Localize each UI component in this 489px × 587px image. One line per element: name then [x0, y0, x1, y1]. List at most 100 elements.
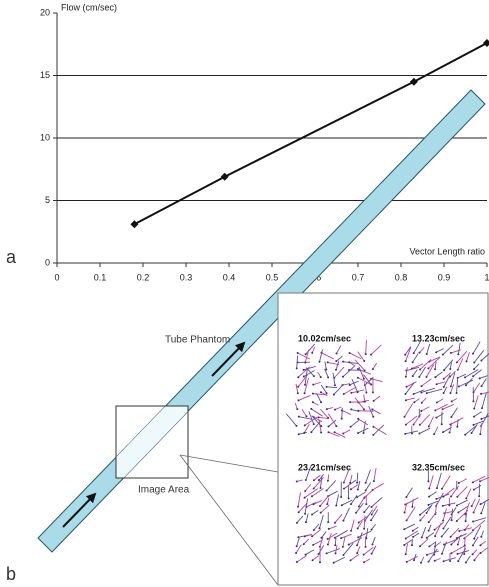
- vector-dot: [303, 543, 305, 545]
- vector-dot: [449, 368, 451, 370]
- vector-dot: [295, 552, 297, 554]
- vector-dot: [358, 521, 360, 523]
- vector-dot: [443, 392, 445, 394]
- vector-dot: [318, 416, 320, 418]
- x-tick-label: 0.7: [352, 272, 365, 282]
- vector-dot: [311, 352, 313, 354]
- vector-dot: [472, 400, 474, 402]
- y-axis-label: Flow (cm/sec): [61, 2, 117, 12]
- vector-dot: [372, 368, 374, 370]
- vector-dot: [412, 536, 414, 538]
- vector-dot: [363, 408, 365, 410]
- vector-dot: [457, 543, 459, 545]
- vector-dot: [373, 400, 375, 402]
- vector-dot: [442, 496, 444, 498]
- vector-dot: [426, 353, 428, 355]
- vector-dot: [343, 393, 345, 395]
- vector-dot: [297, 376, 299, 378]
- vector-dot: [312, 393, 314, 395]
- page: {"chart_data": {"type": "line", "y_label…: [0, 0, 489, 587]
- vector-dot: [413, 393, 415, 395]
- vector-dot: [304, 535, 306, 537]
- vector-dot: [442, 354, 444, 356]
- vector-dot: [450, 352, 452, 354]
- vector-dot: [296, 408, 298, 410]
- vector-dot: [304, 424, 306, 426]
- vector-dot: [311, 535, 313, 537]
- vector-dot: [442, 527, 444, 529]
- vector-dot: [373, 480, 375, 482]
- vector-dot: [405, 496, 407, 498]
- vector-dot: [363, 511, 365, 513]
- vector-dot: [349, 384, 351, 386]
- vector-dot: [357, 377, 359, 379]
- vector-dot: [480, 393, 482, 395]
- vector-dot: [435, 417, 437, 419]
- vector-dot: [458, 482, 460, 484]
- vector-dot: [372, 434, 374, 436]
- vector-dot: [405, 360, 407, 362]
- vector-dot: [318, 527, 320, 529]
- vector-dot: [295, 425, 297, 427]
- vector-dot: [464, 434, 466, 436]
- vector-dot: [472, 481, 474, 483]
- vector-dot: [305, 479, 307, 481]
- vector-dot: [434, 560, 436, 562]
- y-tick-label: 15: [40, 70, 50, 80]
- vector-dot: [297, 506, 299, 508]
- vector-dot: [326, 408, 328, 410]
- vector-dot: [312, 544, 314, 546]
- vector-dot: [348, 497, 350, 499]
- vector-dot: [363, 561, 365, 563]
- vector-dot: [328, 528, 330, 530]
- vector-dot: [471, 505, 473, 507]
- vector-dot: [327, 521, 329, 523]
- vector-dot: [363, 554, 365, 556]
- vector-dot: [449, 432, 451, 434]
- y-tick-label: 5: [45, 195, 50, 205]
- vector-dot: [365, 503, 367, 505]
- x-tick-label: 0: [54, 272, 59, 282]
- vector-dot: [435, 498, 437, 500]
- vector-dot: [350, 488, 352, 490]
- vector-dot: [298, 433, 300, 435]
- vector-dot: [480, 360, 482, 362]
- vector-dot: [450, 496, 452, 498]
- vector-dot: [364, 401, 366, 403]
- vector-dot: [357, 410, 359, 412]
- vector-dot: [405, 537, 407, 539]
- callout-line: [180, 455, 278, 585]
- vector-dot: [350, 503, 352, 505]
- vector-dot: [364, 369, 366, 371]
- vector-dot: [327, 361, 329, 363]
- vector-dot: [456, 496, 458, 498]
- vector-dot: [313, 423, 315, 425]
- vector-dot: [303, 432, 305, 434]
- vector-dot: [450, 543, 452, 545]
- panel-label: a: [6, 247, 17, 267]
- vector-dot: [356, 552, 358, 554]
- vector-dot: [456, 361, 458, 363]
- vector-dot: [333, 562, 335, 564]
- x-tick-label: 0.9: [438, 272, 451, 282]
- vector-dot: [473, 511, 475, 513]
- vector-dot: [473, 416, 475, 418]
- vector-dot: [472, 529, 474, 531]
- vector-dot: [405, 393, 407, 395]
- vector-dot: [405, 553, 407, 555]
- vector-dot: [464, 529, 466, 531]
- vector-dot: [320, 401, 322, 403]
- vector-dot: [327, 538, 329, 540]
- vector-dot: [335, 425, 337, 427]
- vector-dot: [465, 497, 467, 499]
- marker: [483, 39, 489, 47]
- vector-dot: [442, 505, 444, 507]
- vector-dot: [334, 522, 336, 524]
- vector-dot: [473, 538, 475, 540]
- diagram: Tube Phantom Image Area 10.02cm/sec 13.2…: [38, 90, 489, 585]
- vector-dot: [320, 376, 322, 378]
- vector-dot: [404, 512, 406, 514]
- vector-dot: [426, 392, 428, 394]
- vector-dot: [465, 561, 467, 563]
- vector-dot: [372, 416, 374, 418]
